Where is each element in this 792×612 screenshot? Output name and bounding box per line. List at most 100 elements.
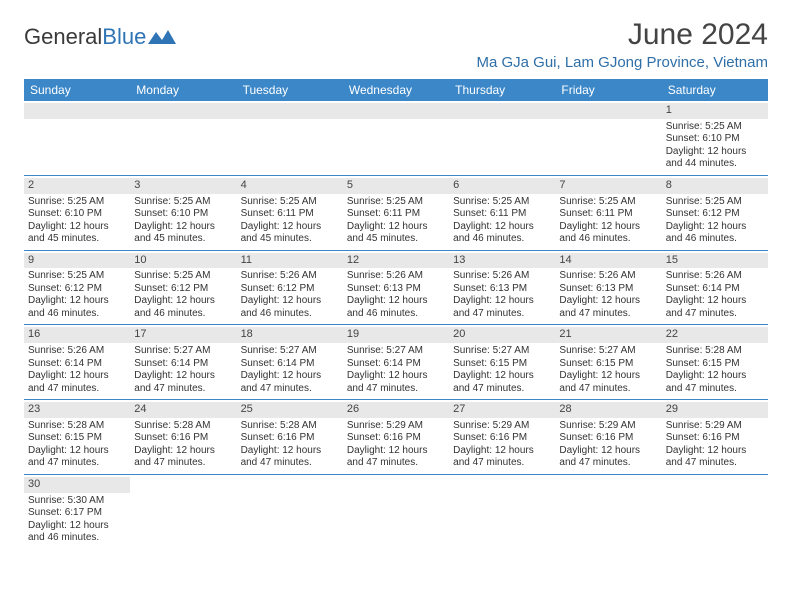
- day-details: Sunrise: 5:26 AM Sunset: 6:14 PM Dayligh…: [666, 270, 764, 320]
- day-details: Sunrise: 5:28 AM Sunset: 6:15 PM Dayligh…: [28, 420, 126, 470]
- day-number: 24: [130, 402, 236, 418]
- day-details: Sunrise: 5:25 AM Sunset: 6:12 PM Dayligh…: [28, 270, 126, 320]
- calendar-day: [237, 101, 343, 175]
- day-number: [343, 477, 449, 493]
- weeks-container: 1 Sunrise: 5:25 AM Sunset: 6:10 PM Daylig…: [24, 101, 768, 549]
- day-number: 13: [449, 253, 555, 269]
- day-details: Sunrise: 5:28 AM Sunset: 6:15 PM Dayligh…: [666, 345, 764, 395]
- calendar-day: 18 Sunrise: 5:27 AM Sunset: 6:14 PM Dayli…: [237, 325, 343, 399]
- calendar-day: [449, 101, 555, 175]
- calendar-day: 7 Sunrise: 5:25 AM Sunset: 6:11 PM Daylig…: [555, 176, 661, 250]
- day-details: Sunrise: 5:25 AM Sunset: 6:12 PM Dayligh…: [666, 196, 764, 246]
- day-number: 28: [555, 402, 661, 418]
- logo-text-part2: Blue: [102, 24, 146, 50]
- day-number: 11: [237, 253, 343, 269]
- calendar-day: 1 Sunrise: 5:25 AM Sunset: 6:10 PM Daylig…: [662, 101, 768, 175]
- calendar-week: 1 Sunrise: 5:25 AM Sunset: 6:10 PM Daylig…: [24, 101, 768, 176]
- calendar-day: [555, 475, 661, 549]
- calendar-day: 8 Sunrise: 5:25 AM Sunset: 6:12 PM Daylig…: [662, 176, 768, 250]
- day-number: 4: [237, 178, 343, 194]
- day-details: Sunrise: 5:29 AM Sunset: 6:16 PM Dayligh…: [347, 420, 445, 470]
- day-number: 25: [237, 402, 343, 418]
- flag-icon: [148, 28, 176, 46]
- day-number: 21: [555, 327, 661, 343]
- day-details: Sunrise: 5:25 AM Sunset: 6:11 PM Dayligh…: [559, 196, 657, 246]
- calendar-day: [343, 101, 449, 175]
- calendar-day: 2 Sunrise: 5:25 AM Sunset: 6:10 PM Daylig…: [24, 176, 130, 250]
- calendar-day: 24Sunrise: 5:28 AM Sunset: 6:16 PM Dayli…: [130, 400, 236, 474]
- day-number: [555, 477, 661, 493]
- calendar-week: 16Sunrise: 5:26 AM Sunset: 6:14 PM Dayli…: [24, 325, 768, 400]
- day-number: 22: [662, 327, 768, 343]
- logo: GeneralBlue: [24, 24, 176, 50]
- calendar-day: 21 Sunrise: 5:27 AM Sunset: 6:15 PM Dayli…: [555, 325, 661, 399]
- calendar-day: 29Sunrise: 5:29 AM Sunset: 6:16 PM Dayli…: [662, 400, 768, 474]
- day-details: Sunrise: 5:29 AM Sunset: 6:16 PM Dayligh…: [666, 420, 764, 470]
- calendar-day: 19 Sunrise: 5:27 AM Sunset: 6:14 PM Dayli…: [343, 325, 449, 399]
- day-number: [343, 103, 449, 119]
- calendar-day: 30Sunrise: 5:30 AM Sunset: 6:17 PM Dayli…: [24, 475, 130, 549]
- calendar-week: 2Sunrise: 5:25 AM Sunset: 6:10 PM Daylig…: [24, 176, 768, 251]
- day-details: Sunrise: 5:27 AM Sunset: 6:14 PM Dayligh…: [134, 345, 232, 395]
- day-number: 19: [343, 327, 449, 343]
- day-number: 16: [24, 327, 130, 343]
- day-number: [24, 103, 130, 119]
- day-details: Sunrise: 5:29 AM Sunset: 6:16 PM Dayligh…: [559, 420, 657, 470]
- day-details: Sunrise: 5:25 AM Sunset: 6:11 PM Dayligh…: [347, 196, 445, 246]
- weekday-header: Wednesday: [343, 79, 449, 101]
- day-number: [130, 103, 236, 119]
- location: Ma GJa Gui, Lam GJong Province, Vietnam: [476, 54, 768, 71]
- calendar-day: 26 Sunrise: 5:29 AM Sunset: 6:16 PM Dayli…: [343, 400, 449, 474]
- day-number: [662, 477, 768, 493]
- calendar-day: 11Sunrise: 5:26 AM Sunset: 6:12 PM Dayli…: [237, 251, 343, 325]
- day-details: Sunrise: 5:27 AM Sunset: 6:14 PM Dayligh…: [241, 345, 339, 395]
- calendar-day: 4Sunrise: 5:25 AM Sunset: 6:11 PM Daylig…: [237, 176, 343, 250]
- day-number: 17: [130, 327, 236, 343]
- day-details: Sunrise: 5:27 AM Sunset: 6:15 PM Dayligh…: [453, 345, 551, 395]
- day-details: Sunrise: 5:30 AM Sunset: 6:17 PM Dayligh…: [28, 495, 126, 545]
- day-details: Sunrise: 5:27 AM Sunset: 6:15 PM Dayligh…: [559, 345, 657, 395]
- calendar-day: [130, 101, 236, 175]
- weekday-header: Tuesday: [237, 79, 343, 101]
- day-number: 9: [24, 253, 130, 269]
- day-number: 6: [449, 178, 555, 194]
- day-number: 26: [343, 402, 449, 418]
- day-number: 3: [130, 178, 236, 194]
- day-number: [449, 477, 555, 493]
- day-details: Sunrise: 5:25 AM Sunset: 6:10 PM Dayligh…: [28, 196, 126, 246]
- day-number: 20: [449, 327, 555, 343]
- calendar-week: 30Sunrise: 5:30 AM Sunset: 6:17 PM Dayli…: [24, 475, 768, 549]
- day-details: Sunrise: 5:25 AM Sunset: 6:10 PM Dayligh…: [134, 196, 232, 246]
- day-details: Sunrise: 5:25 AM Sunset: 6:12 PM Dayligh…: [134, 270, 232, 320]
- day-number: 18: [237, 327, 343, 343]
- logo-text-part1: General: [24, 24, 102, 50]
- calendar-day: 13Sunrise: 5:26 AM Sunset: 6:13 PM Dayli…: [449, 251, 555, 325]
- day-number: 7: [555, 178, 661, 194]
- day-number: 10: [130, 253, 236, 269]
- day-number: [237, 103, 343, 119]
- calendar-week: 23Sunrise: 5:28 AM Sunset: 6:15 PM Dayli…: [24, 400, 768, 475]
- weekday-header: Saturday: [662, 79, 768, 101]
- weekday-header-row: Sunday Monday Tuesday Wednesday Thursday…: [24, 79, 768, 101]
- calendar-day: 3 Sunrise: 5:25 AM Sunset: 6:10 PM Daylig…: [130, 176, 236, 250]
- day-number: 8: [662, 178, 768, 194]
- day-number: 27: [449, 402, 555, 418]
- calendar-day: [555, 101, 661, 175]
- day-number: [237, 477, 343, 493]
- calendar: Sunday Monday Tuesday Wednesday Thursday…: [24, 79, 768, 549]
- calendar-day: 22 Sunrise: 5:28 AM Sunset: 6:15 PM Dayli…: [662, 325, 768, 399]
- month-title: June 2024: [476, 18, 768, 52]
- day-number: 14: [555, 253, 661, 269]
- weekday-header: Monday: [130, 79, 236, 101]
- calendar-day: [343, 475, 449, 549]
- calendar-day: 5Sunrise: 5:25 AM Sunset: 6:11 PM Daylig…: [343, 176, 449, 250]
- calendar-day: 9Sunrise: 5:25 AM Sunset: 6:12 PM Daylig…: [24, 251, 130, 325]
- calendar-day: [662, 475, 768, 549]
- day-number: 2: [24, 178, 130, 194]
- calendar-day: 10Sunrise: 5:25 AM Sunset: 6:12 PM Dayli…: [130, 251, 236, 325]
- day-number: 1: [662, 103, 768, 119]
- calendar-day: 20 Sunrise: 5:27 AM Sunset: 6:15 PM Dayli…: [449, 325, 555, 399]
- calendar-day: 25Sunrise: 5:28 AM Sunset: 6:16 PM Dayli…: [237, 400, 343, 474]
- day-details: Sunrise: 5:25 AM Sunset: 6:10 PM Dayligh…: [666, 121, 764, 171]
- day-details: Sunrise: 5:27 AM Sunset: 6:14 PM Dayligh…: [347, 345, 445, 395]
